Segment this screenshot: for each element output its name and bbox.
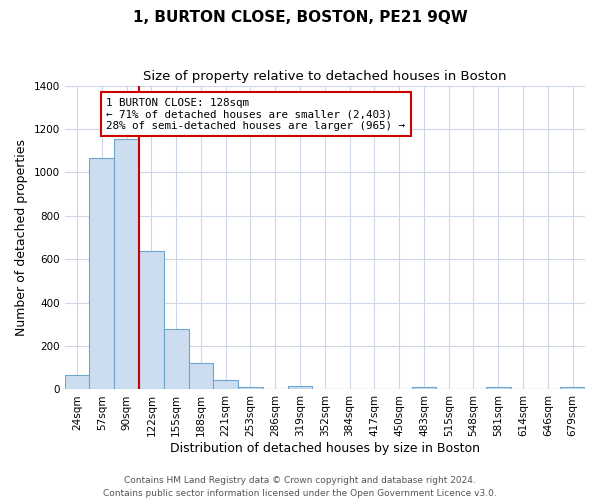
Bar: [560, 388, 585, 390]
Bar: [486, 388, 511, 390]
Bar: [139, 250, 164, 390]
Bar: [164, 328, 188, 390]
Bar: [214, 380, 238, 390]
Bar: [238, 388, 263, 390]
Bar: [188, 364, 214, 390]
Bar: [114, 138, 139, 390]
Text: 1, BURTON CLOSE, BOSTON, PE21 9QW: 1, BURTON CLOSE, BOSTON, PE21 9QW: [133, 10, 467, 25]
Bar: [412, 388, 436, 390]
Text: 1 BURTON CLOSE: 128sqm
← 71% of detached houses are smaller (2,403)
28% of semi-: 1 BURTON CLOSE: 128sqm ← 71% of detached…: [106, 98, 405, 131]
X-axis label: Distribution of detached houses by size in Boston: Distribution of detached houses by size …: [170, 442, 480, 455]
Text: Contains HM Land Registry data © Crown copyright and database right 2024.
Contai: Contains HM Land Registry data © Crown c…: [103, 476, 497, 498]
Y-axis label: Number of detached properties: Number of detached properties: [15, 139, 28, 336]
Bar: [89, 158, 114, 390]
Bar: [65, 376, 89, 390]
Bar: [287, 386, 313, 390]
Title: Size of property relative to detached houses in Boston: Size of property relative to detached ho…: [143, 70, 506, 83]
